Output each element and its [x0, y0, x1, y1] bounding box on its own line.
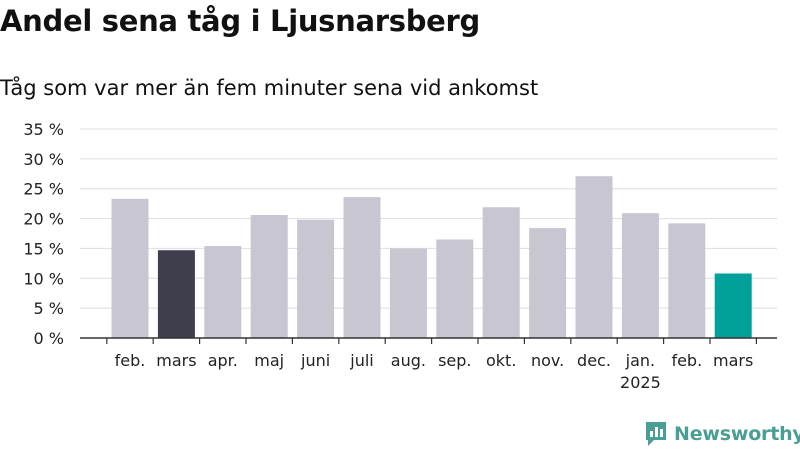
bar	[297, 219, 335, 338]
bar	[389, 248, 427, 338]
x-tick-label: jan.	[625, 351, 655, 370]
x-tick-label: aug.	[391, 351, 426, 370]
x-tick-label: sep.	[438, 351, 471, 370]
bar	[668, 223, 706, 338]
bar	[529, 228, 567, 338]
bar	[714, 273, 752, 338]
bar	[250, 214, 288, 338]
brand-name: Newsworthy	[674, 423, 800, 445]
x-tick-label: juni	[300, 351, 330, 370]
bar	[621, 213, 659, 338]
x-tick-label: dec.	[577, 351, 611, 370]
y-tick-label: 5 %	[34, 299, 64, 318]
x-tick-label: mars	[156, 351, 196, 370]
y-tick-label: 10 %	[23, 269, 64, 288]
x-tick-label: feb.	[115, 351, 146, 370]
bar	[111, 198, 149, 338]
y-tick-label: 20 %	[23, 210, 64, 229]
x-tick-label: maj	[254, 351, 284, 370]
y-tick-label: 0 %	[34, 329, 64, 348]
y-tick-label: 25 %	[23, 180, 64, 199]
y-tick-label: 35 %	[23, 120, 64, 139]
chart-title: Andel sena tåg i Ljusnarsberg	[0, 4, 481, 38]
bar	[436, 239, 474, 338]
x-tick-label: juli	[349, 351, 373, 370]
chart-subtitle: Tåg som var mer än fem minuter sena vid …	[0, 76, 539, 100]
bar	[482, 207, 520, 338]
x-tick-label: nov.	[531, 351, 564, 370]
x-tick-label: okt.	[486, 351, 516, 370]
newsworthy-logo-icon	[646, 422, 666, 446]
y-tick-label: 15 %	[23, 239, 64, 258]
x-tick-sublabel: 2025	[620, 373, 661, 392]
brand-logo: Newsworthy	[644, 420, 800, 448]
x-tick-label: apr.	[208, 351, 238, 370]
y-tick-label: 30 %	[23, 150, 64, 169]
bar	[204, 246, 242, 338]
bar	[157, 250, 195, 338]
bar	[575, 176, 613, 338]
x-tick-label: mars	[713, 351, 753, 370]
bar	[343, 197, 381, 338]
x-tick-label: feb.	[671, 351, 702, 370]
